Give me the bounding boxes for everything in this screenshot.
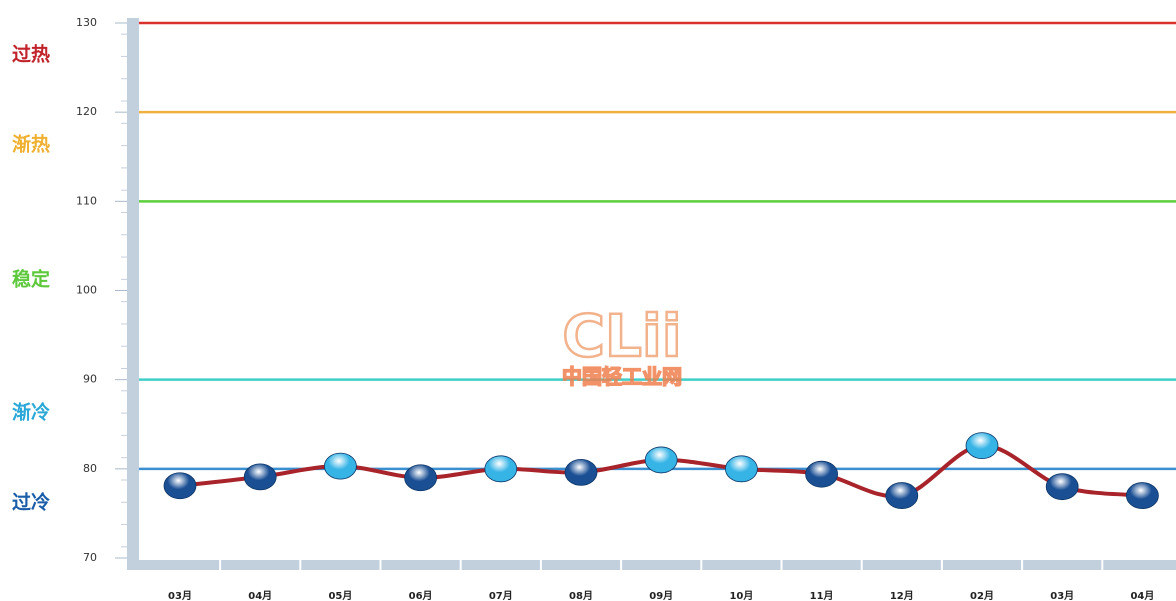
data-point [163,472,197,500]
x-tick-label: 02月 [970,590,994,601]
x-tick-label: 05月 [328,590,352,601]
x-tick-label: 04月 [1130,590,1154,601]
x-tick-label: 06月 [409,590,433,601]
zone-label: 过热 [12,43,50,66]
y-tick-label: 80 [83,462,97,475]
data-point [404,464,438,492]
y-tick-label: 100 [76,284,97,297]
data-point [243,463,277,491]
y-tick-label: 120 [76,105,97,118]
zone-label: 稳定 [12,268,50,291]
y-tick-label: 130 [76,16,97,29]
y-tick-label: 90 [83,373,97,386]
data-point [323,452,357,480]
x-tick-label: 04月 [248,590,272,601]
zone-label: 渐热 [12,133,50,156]
x-tick-label: 03月 [168,590,192,601]
data-point [484,455,518,483]
watermark-logo: CLii [562,302,681,370]
zone-label: 过冷 [12,491,50,514]
data-point [1126,482,1159,509]
x-tick-label: 09月 [649,590,673,601]
x-tick-label: 08月 [569,590,593,601]
data-point [805,460,838,488]
x-tick-label: 10月 [729,590,753,601]
data-point [1045,473,1079,501]
data-point [564,458,598,486]
data-point [644,446,678,474]
x-tick-label: 03月 [1050,590,1074,601]
data-point [725,455,758,483]
y-tick-label: 70 [83,551,97,564]
x-tick-label: 12月 [890,590,914,601]
data-point [885,482,919,509]
zone-label: 渐冷 [12,401,50,424]
y-axis-band [127,18,139,570]
y-tick-label: 110 [76,194,97,207]
x-axis-band [127,560,1176,570]
data-point [965,432,999,460]
watermark-text: 中国轻工业网 [562,365,682,389]
x-tick-label: 07月 [489,590,513,601]
x-tick-label: 11月 [810,590,834,601]
